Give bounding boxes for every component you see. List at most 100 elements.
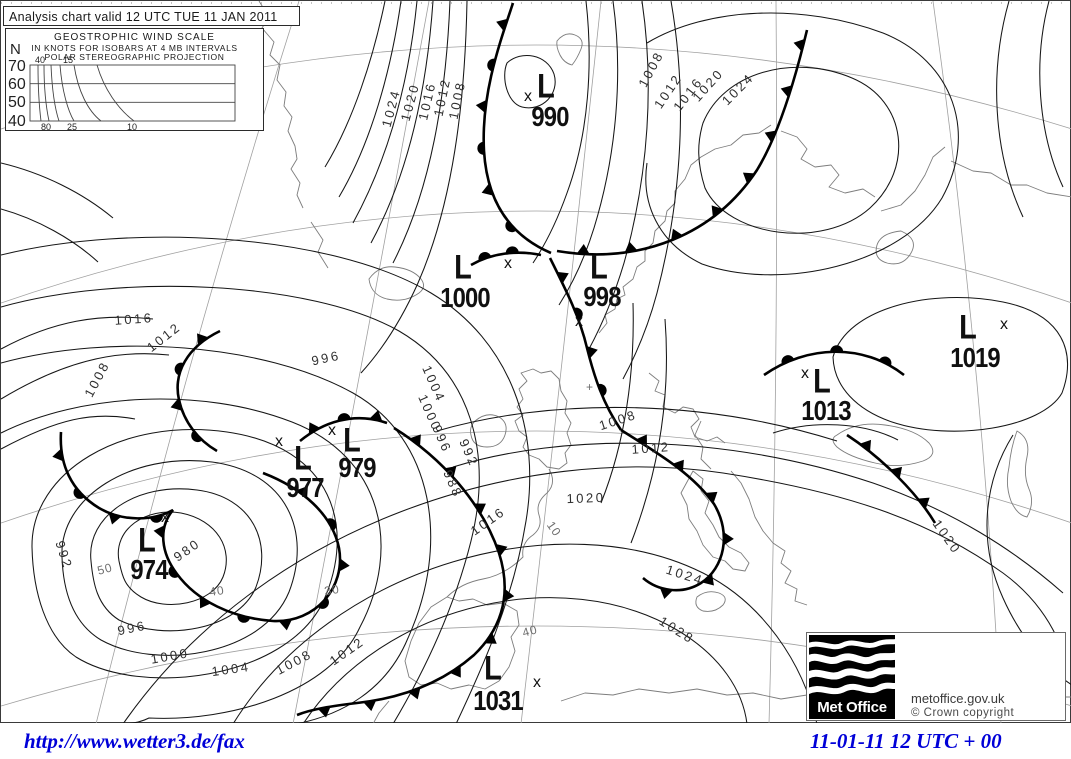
low-pressure-symbol: L (590, 248, 608, 287)
wind-scale-subtitle1: IN KNOTS FOR ISOBARS AT 4 MB INTERVALS (31, 43, 238, 53)
cold-front-triangle-icon (702, 573, 714, 586)
isobar-label: 1020 (566, 489, 606, 507)
cold-front-triangle-icon (495, 543, 508, 557)
cold-front-triangle-icon (917, 497, 930, 509)
low-pressure-symbol: L (484, 649, 502, 688)
wind-scale-subtitle2: POLAR STEREOGRAPHIC PROJECTION (44, 52, 225, 62)
cold-front-triangle-icon (705, 491, 718, 504)
met-office-credit-box: Met Office metoffice.gov.uk © Crown copy… (806, 632, 1066, 721)
isobar-label: 992 (52, 538, 76, 572)
analysis-title: Analysis chart valid 12 UTC TUE 11 JAN 2… (9, 10, 278, 24)
wind-scale-tick-25: 25 (66, 122, 78, 132)
warm-front-semicircle-icon (237, 614, 251, 623)
cold-front-triangle-icon (659, 587, 673, 600)
met-office-waves-icon (809, 639, 895, 695)
cold-front-triangle-icon (711, 205, 723, 218)
isobar-label: 1008 (635, 48, 667, 90)
isobar-label: 996 (429, 422, 455, 456)
low-pressure-symbol: L (537, 67, 555, 106)
warm-front-semicircle-icon (168, 566, 179, 578)
low-pressure-value: 1013 (801, 395, 851, 426)
warm-front-semicircle-icon (477, 141, 485, 155)
isobar-label: 1020 (929, 516, 965, 558)
cold-front-triangle-icon (793, 38, 805, 52)
isobars (1, 1, 1071, 724)
low-pressure-symbol: L (343, 421, 361, 460)
isobar-label: 1008 (597, 406, 639, 434)
graticule-label: 50 (95, 560, 115, 578)
warm-front-semicircle-icon (781, 355, 794, 365)
isobar-label: 1012 (326, 633, 368, 669)
low-center-marker: x (504, 255, 512, 272)
low-center-marker: x (275, 433, 283, 450)
graticule-label: 40 (208, 582, 226, 600)
warm-front-semicircle-icon (487, 58, 496, 72)
graticule-label: 30 (323, 581, 341, 599)
cold-front-triangle-icon (339, 558, 350, 572)
graticule-label: + (585, 380, 595, 394)
warm-front-semicircle-icon (326, 518, 337, 531)
cold-front-triangle-icon (408, 687, 421, 700)
met-office-url: metoffice.gov.uk (911, 691, 1005, 706)
low-center-marker: x (533, 674, 541, 691)
warm-front-semicircle-icon (191, 430, 203, 443)
wind-scale-diagram (29, 64, 236, 122)
cold-front-triangle-icon (296, 486, 308, 498)
isobar-label: 996 (116, 617, 148, 639)
warm-front (763, 350, 905, 377)
warm-front-semicircle-icon (879, 356, 892, 366)
cold-front-triangle-icon (317, 706, 331, 718)
cold-front (620, 428, 726, 592)
cold-front-triangle-icon (635, 434, 647, 447)
low-pressure-value: 977 (286, 472, 324, 503)
low-pressure-symbol: L (959, 308, 977, 347)
cold-front-triangle-icon (108, 513, 122, 525)
cold-front-triangle-icon (556, 271, 569, 284)
met-office-logo: Met Office (809, 635, 895, 719)
low-pressure-value: 1000 (440, 282, 490, 313)
low-pressure-symbol: L (294, 439, 312, 478)
low-center-marker: x (328, 422, 336, 439)
cold-front-triangle-icon (409, 434, 421, 447)
lat-label-60: 60 (8, 76, 26, 93)
low-pressure-value: 998 (583, 281, 621, 312)
warm-front (470, 251, 542, 267)
low-center-marker: x (161, 509, 169, 526)
north-label: N (10, 41, 21, 58)
isobar-label: 1008 (273, 646, 315, 678)
low-center-marker: x (575, 313, 583, 330)
analysis-title-box: Analysis chart valid 12 UTC TUE 11 JAN 2… (3, 6, 300, 26)
crown-copyright: © Crown copyright (911, 707, 1015, 719)
cold-front-triangle-icon (474, 503, 486, 515)
isobar-label: 1016 (467, 503, 509, 539)
cold-front-triangle-icon (624, 241, 638, 253)
wind-scale-tick-15: 15 (62, 55, 74, 65)
warm-front-semicircle-icon (337, 413, 351, 421)
cold-front (846, 433, 937, 524)
synoptic-map: L 990 x L 1000 x L 998 x L 1019 x L 1013 x L 977 x L 979 x L 9… (0, 0, 1071, 724)
isobar-label: 1024 (664, 561, 706, 589)
wind-scale-title: GEOSTROPHIC WIND SCALE (54, 32, 215, 43)
cold-front-triangle-icon (484, 632, 497, 644)
cold-front-triangle-icon (363, 700, 377, 712)
wind-scale-tick-40: 40 (34, 55, 46, 65)
low-pressure-value: 974 (130, 554, 168, 585)
cold-front-triangle-icon (153, 525, 165, 539)
graticule-label: 40 (520, 622, 540, 640)
labels-layer: L 990 x L 1000 x L 998 x L 1019 x L 1013 x L 977 x L 979 x L 9… (1, 1, 1071, 724)
cold-front-triangle-icon (308, 422, 321, 435)
cold-front-triangle-icon (481, 183, 494, 196)
low-center-marker: x (1000, 316, 1008, 333)
warm-front-semicircle-icon (150, 514, 163, 523)
warm-front-semicircle-icon (830, 345, 844, 352)
wind-scale-tick-10: 10 (126, 122, 138, 132)
fronts-layer (52, 2, 937, 718)
cold-front-triangle-icon (503, 588, 515, 602)
cold-front-triangle-icon (170, 398, 183, 411)
isobar-label: 992 (456, 436, 482, 470)
met-office-wordmark: Met Office (817, 699, 887, 716)
chart-datetime-label: 11-01-11 12 UTC + 00 (810, 729, 1002, 753)
wetter3-fax-link[interactable]: http://www.wetter3.de/fax (24, 729, 245, 753)
occluded-front (482, 2, 552, 255)
